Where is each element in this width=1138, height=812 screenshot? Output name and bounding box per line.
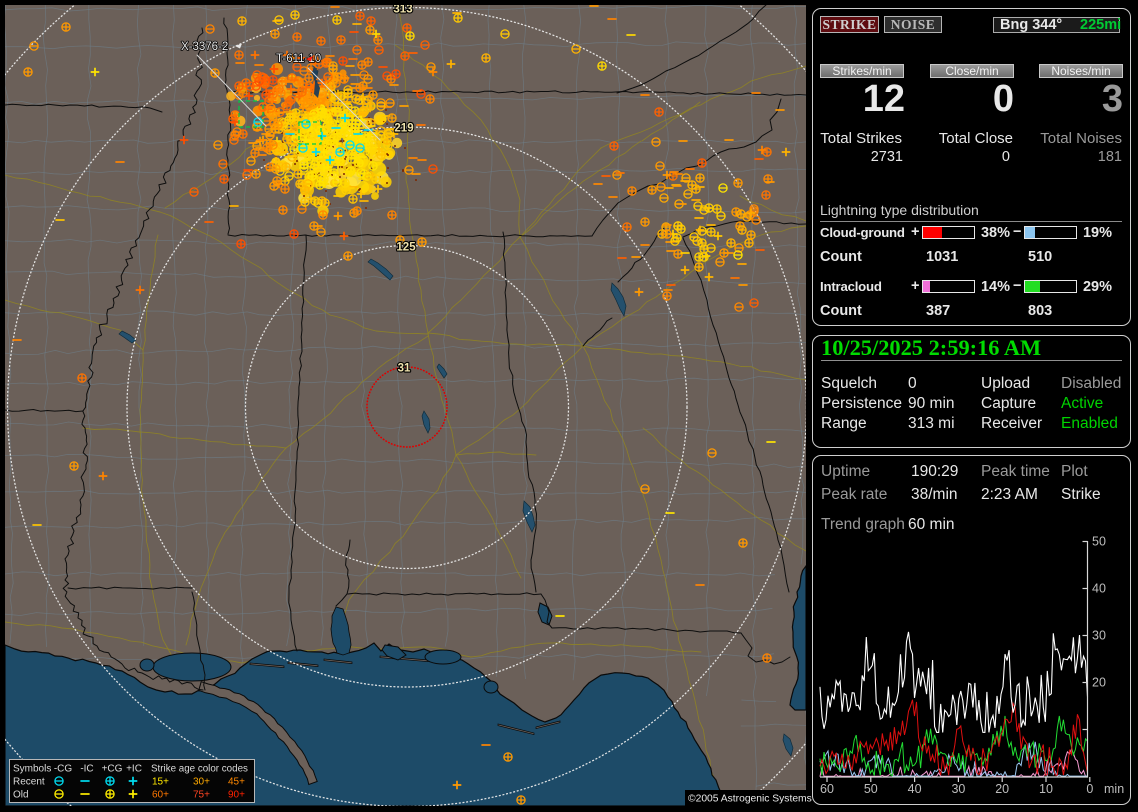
svg-text:20: 20 [995,782,1009,796]
svg-text:125: 125 [396,242,416,254]
svg-text:50: 50 [864,782,878,796]
svg-text:40: 40 [1092,582,1106,596]
svg-text:T-611-10: T-611-10 [276,53,321,65]
svg-text:+IC: +IC [126,764,142,775]
svg-text:313: 313 [393,4,412,16]
svg-text:+CG: +CG [102,764,123,775]
svg-text:90+: 90+ [228,790,245,801]
svg-text:60+: 60+ [152,790,169,801]
svg-text:50: 50 [1092,535,1106,549]
svg-text:-IC: -IC [80,764,93,775]
svg-text:75+: 75+ [193,790,210,801]
svg-text:Symbols: Symbols [13,764,51,775]
svg-text:0: 0 [1086,782,1093,796]
svg-text:31: 31 [398,363,411,375]
svg-text:30: 30 [951,782,965,796]
svg-text:Recent: Recent [13,777,45,788]
svg-text:Strike age color codes: Strike age color codes [151,764,248,775]
svg-text:20: 20 [1092,676,1106,690]
svg-text:X-3376-2: X-3376-2 [181,41,228,53]
svg-text:15+: 15+ [152,777,169,788]
svg-text:40: 40 [908,782,922,796]
svg-text:30+: 30+ [193,777,210,788]
svg-text:30: 30 [1092,629,1106,643]
svg-text:©2005 Astrogenic Systems: ©2005 Astrogenic Systems [688,794,812,805]
svg-text:60: 60 [820,782,834,796]
svg-text:45+: 45+ [228,777,245,788]
svg-text:min: min [1104,782,1124,796]
svg-text:10: 10 [1039,782,1053,796]
svg-text:219: 219 [394,123,413,135]
svg-text:Old: Old [13,790,29,801]
svg-text:-CG: -CG [54,764,73,775]
